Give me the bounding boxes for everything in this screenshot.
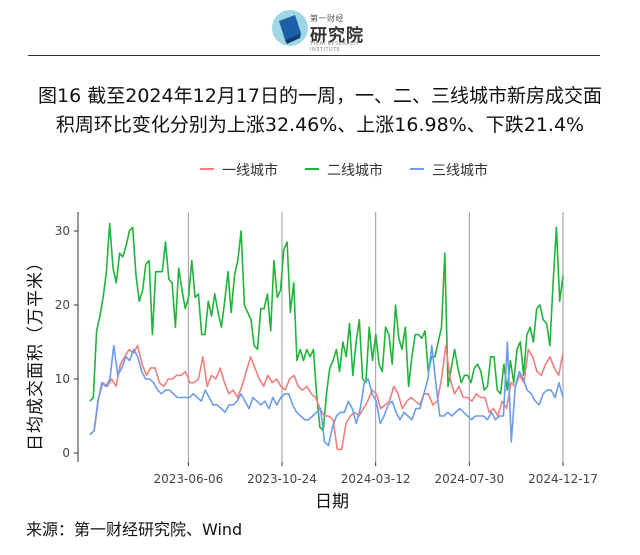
y-tick-label: 20 [55,298,70,312]
y-tick-label: 30 [55,224,70,238]
x-tick-label: 2023-06-06 [153,472,223,486]
logo-emblem-icon [272,10,308,46]
legend-label-tier2: 二线城市 [327,163,383,179]
legend-item-tier1: 一线城市 [200,160,278,180]
logo-name-small: 第一财经 [310,14,344,23]
logo-tagline: YICAI RESEARCH INSTITUTE [310,41,359,53]
y-tick-label: 10 [55,372,70,386]
chart-title-line-2: 积周环比变化分别为上涨32.46%、上涨16.98%、下跌21.4% [55,114,585,136]
y-tick-label: 0 [62,446,70,460]
source-note: 来源：第一财经研究院、Wind [26,520,243,539]
chart-title: 图16 截至2024年12月17日的一周，一、二、三线城市新房成交面 积周环比变… [0,82,640,140]
legend-label-tier3: 三线城市 [432,163,488,179]
series-line-tier1 [89,344,564,451]
chart-title-line-1: 图16 截至2024年12月17日的一周，一、二、三线城市新房成交面 [38,85,602,107]
logo-name-big: 研究院 [310,26,364,46]
x-axis-label: 日期 [315,492,349,512]
series-line-tier2 [89,222,564,432]
x-tick-label: 2024-07-30 [434,472,504,486]
logo: 第一财经 研究院 YICAI RESEARCH INSTITUTE [270,6,380,53]
x-tick-label: 2023-10-24 [247,472,317,486]
series-line-tier3 [89,341,564,447]
legend-label-tier1: 一线城市 [222,163,278,179]
legend-item-tier3: 三线城市 [410,160,488,180]
legend-swatch-tier1 [200,168,214,170]
x-tick-label: 2024-03-12 [341,472,411,486]
legend: 一线城市 二线城市 三线城市 [200,160,500,180]
x-tick-label: 2024-12-17 [528,472,598,486]
legend-swatch-tier3 [410,168,424,170]
legend-item-tier2: 二线城市 [305,160,383,180]
header-divider [28,55,600,56]
legend-swatch-tier2 [305,168,319,170]
